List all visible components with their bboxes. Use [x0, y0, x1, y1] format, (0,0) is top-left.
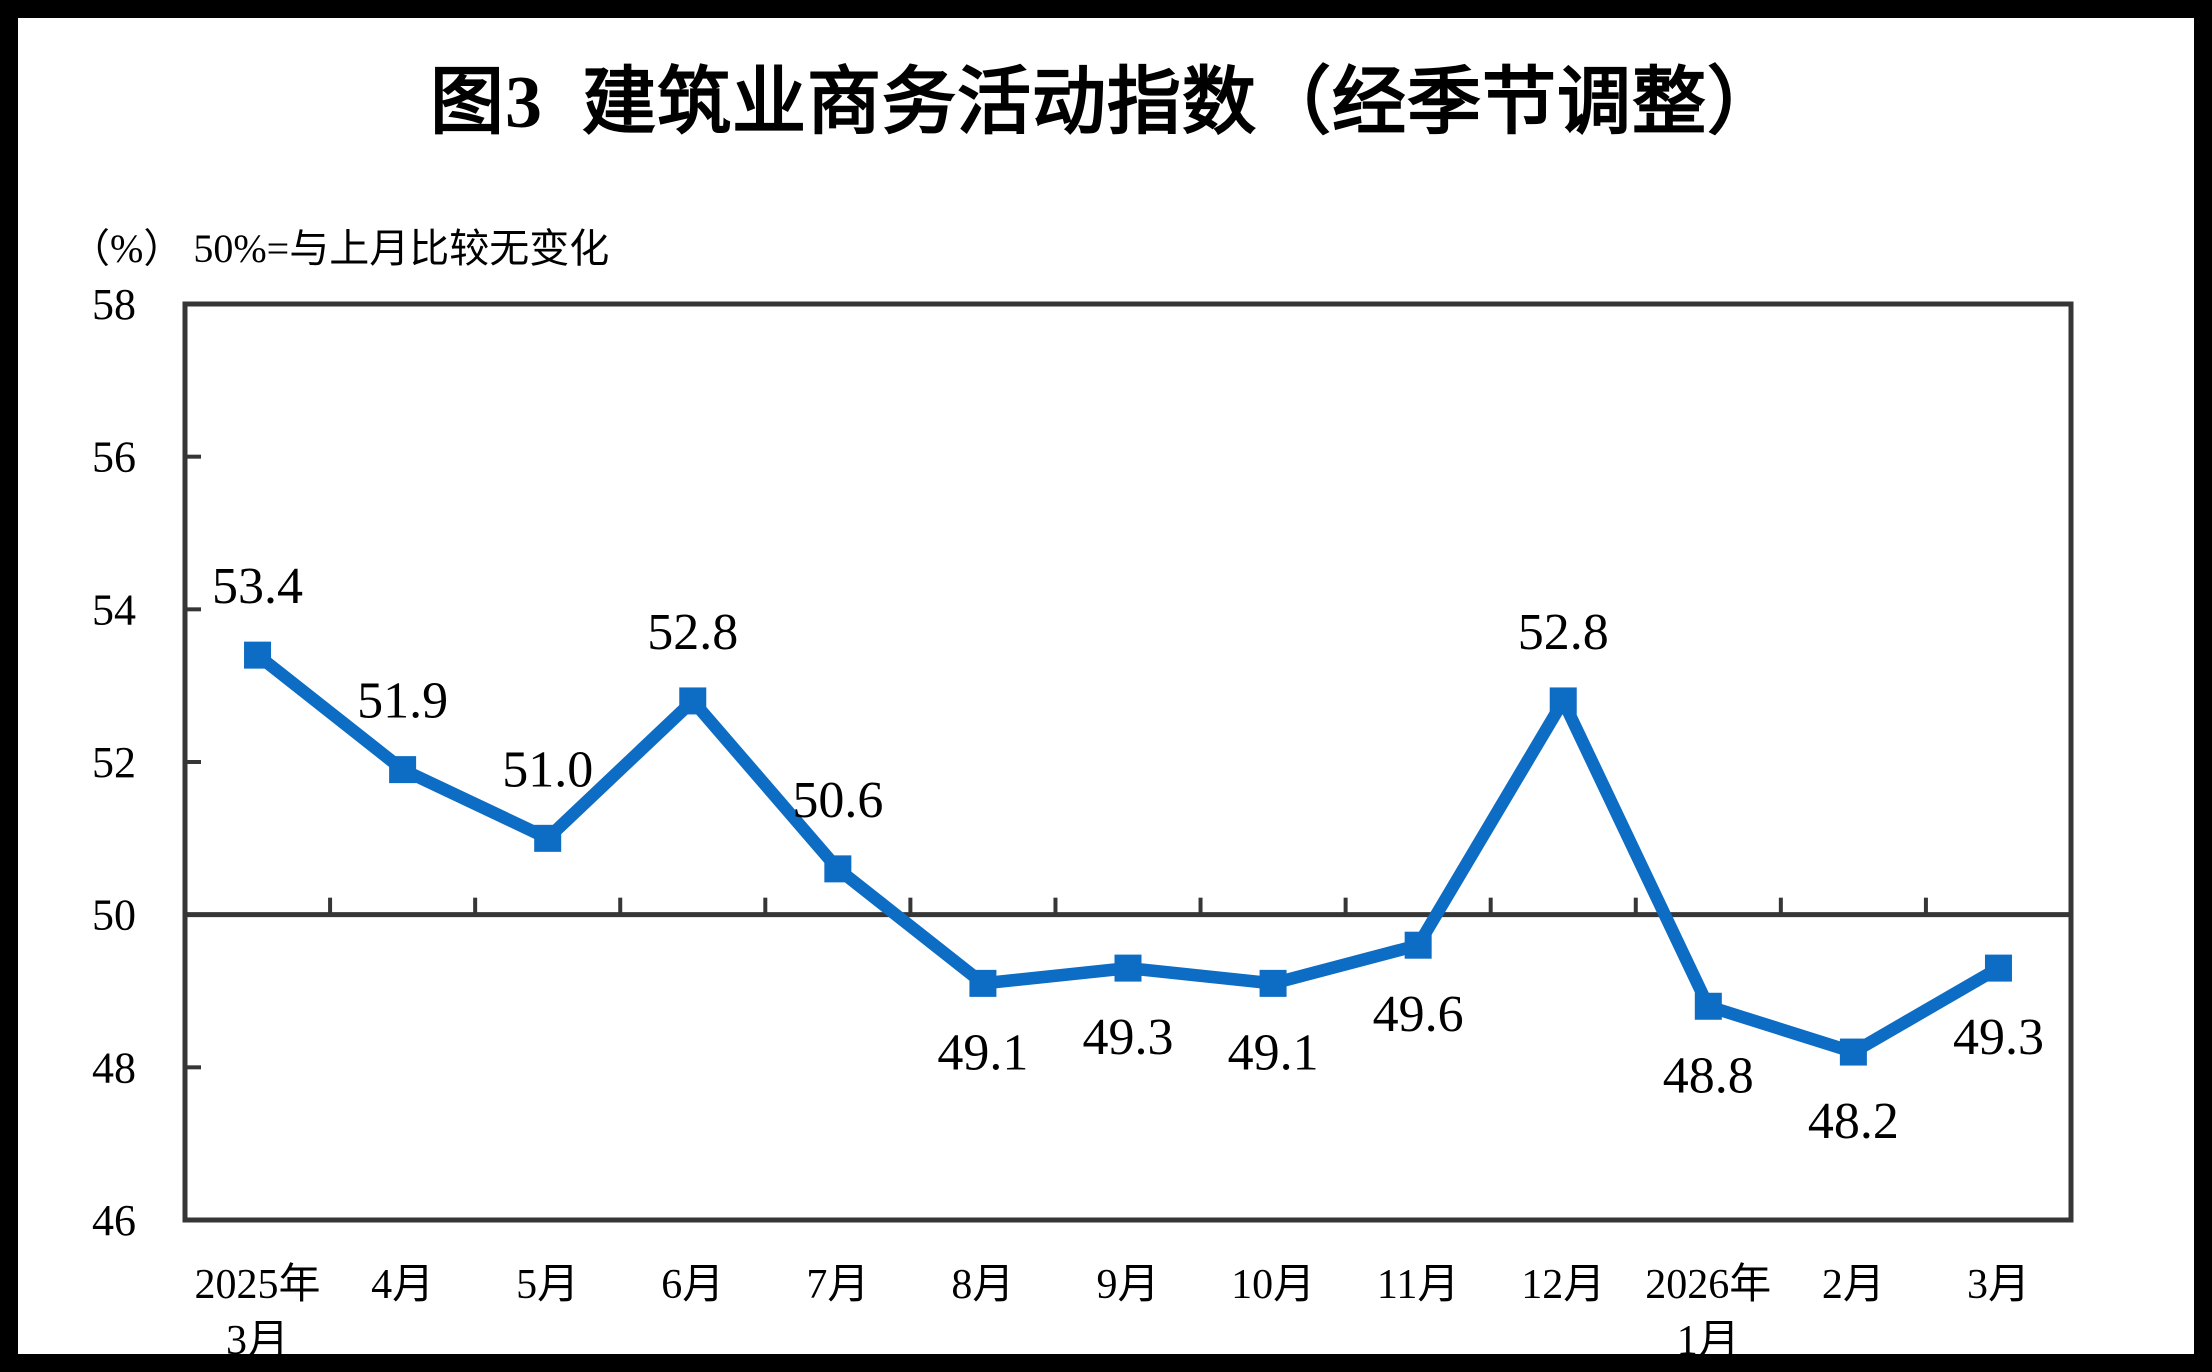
data-label: 53.4 [212, 558, 303, 615]
data-label: 49.6 [1373, 986, 1464, 1043]
data-point-marker [1549, 687, 1577, 715]
y-axis-label: 56 [92, 433, 136, 482]
x-axis-label: 4月 [371, 1262, 434, 1308]
x-axis-label: 3月 [226, 1318, 289, 1364]
data-label: 51.0 [502, 741, 593, 798]
data-point-marker [679, 687, 707, 715]
y-axis-label: 46 [92, 1196, 136, 1245]
data-label: 49.1 [1228, 1024, 1319, 1081]
plot-border [182, 301, 2074, 1223]
x-axis-label: 3月 [1967, 1262, 2030, 1308]
x-axis-label: 11月 [1377, 1262, 1459, 1308]
y-axis-label: 54 [92, 585, 136, 634]
data-point-marker [244, 641, 272, 669]
x-axis-label: 2026年 [1645, 1261, 1771, 1308]
data-label: 49.3 [1083, 1009, 1174, 1066]
x-axis-label: 9月 [1096, 1262, 1159, 1308]
data-label: 48.2 [1808, 1093, 1899, 1150]
data-point-marker [969, 969, 997, 997]
data-point-marker [1404, 931, 1432, 959]
y-axis-label: 52 [92, 738, 136, 787]
data-point-marker [534, 824, 562, 852]
x-axis-label: 10月 [1231, 1262, 1315, 1308]
x-axis-label: 8月 [951, 1262, 1014, 1308]
data-label: 49.1 [937, 1024, 1028, 1081]
y-axis-label: 58 [92, 280, 136, 329]
data-label: 52.8 [647, 604, 738, 661]
data-point-marker [824, 855, 852, 883]
x-axis-label: 5月 [516, 1262, 579, 1308]
data-label: 50.6 [792, 772, 883, 829]
data-label: 51.9 [357, 673, 448, 730]
x-axis-label: 1月 [1677, 1318, 1740, 1364]
data-point-marker [1694, 992, 1722, 1020]
y-axis-label: 48 [92, 1043, 136, 1092]
y-axis-label: 50 [92, 891, 136, 940]
data-point-marker [1114, 954, 1142, 982]
chart-title: 图3 建筑业商务活动指数（经季节调整） [430, 62, 1782, 144]
series-line [251, 648, 2005, 1059]
axis-unit-note: （%） 50%=与上月比较无变化 [70, 226, 610, 271]
x-axis-label: 6月 [661, 1262, 724, 1308]
x-axis-label: 7月 [806, 1262, 869, 1308]
data-point-marker [1839, 1038, 1867, 1066]
data-label: 48.8 [1663, 1047, 1754, 1104]
data-label: 52.8 [1518, 604, 1609, 661]
data-label: 49.3 [1953, 1009, 2044, 1066]
line-chart: 46 48 50 52 54 56 58 53.4 51.9 51.0 52.8 50.6 49.1 49… [92, 280, 2074, 1364]
data-point-marker [1984, 954, 2012, 982]
x-axis-label: 2025年 [195, 1261, 321, 1308]
data-point-marker [389, 756, 417, 784]
data-point-marker [1259, 969, 1287, 997]
x-axis-label: 12月 [1521, 1262, 1605, 1308]
x-axis-label: 2月 [1822, 1262, 1885, 1308]
